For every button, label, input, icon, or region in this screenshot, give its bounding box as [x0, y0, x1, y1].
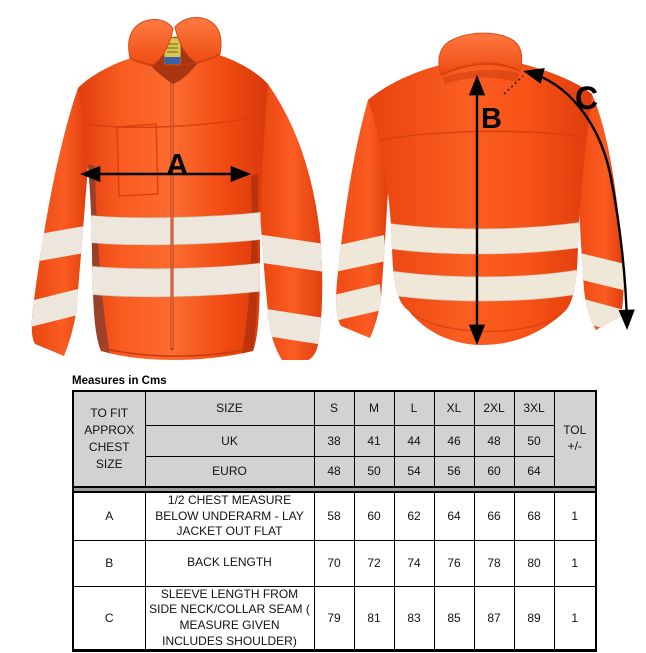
measure-arrow-c	[523, 68, 635, 331]
header-row-size: TO FIT APPROX CHEST SIZE SIZE S M L XL 2…	[72, 390, 597, 488]
back-torso	[368, 62, 592, 345]
uk-value: 48	[473, 424, 515, 457]
measure-label-b: B	[481, 103, 502, 135]
measure-value: 79	[313, 585, 355, 652]
front-left-side-shadow	[86, 164, 110, 353]
size-col-s: S	[313, 390, 355, 426]
front-right-sleeve-bands	[258, 234, 323, 345]
measure-value: 87	[473, 585, 515, 652]
measure-value: 85	[433, 585, 475, 652]
measure-row-b: B BACK LENGTH 70 72 74 76 78 80 1	[72, 539, 597, 587]
front-right-sleeve	[258, 84, 323, 360]
measure-value: 81	[353, 585, 395, 652]
size-table: TO FIT APPROX CHEST SIZE SIZE S M L XL 2…	[72, 390, 597, 653]
measure-tol-b: 1	[553, 539, 597, 587]
measure-row-c: C SLEEVE LENGTH FROM SIDE NECK/COLLAR SE…	[72, 585, 597, 652]
tolerance-sign: +/-	[567, 439, 582, 453]
measure-value: 76	[433, 539, 475, 587]
euro-value: 56	[433, 455, 475, 488]
measure-key-b: B	[72, 539, 146, 587]
size-col-xl: XL	[433, 390, 475, 426]
tolerance-header-cell: TOL +/-	[553, 390, 597, 488]
front-jacket-image: A	[31, 17, 323, 360]
measure-value: 64	[433, 491, 475, 541]
measure-label-a: A	[166, 147, 188, 182]
measure-label-c: C	[575, 80, 598, 116]
measure-desc-b: BACK LENGTH	[144, 539, 315, 587]
measure-value: 58	[313, 491, 355, 541]
back-left-sleeve	[336, 100, 389, 338]
front-left-sleeve	[31, 88, 88, 356]
measure-desc-c: SLEEVE LENGTH FROM SIDE NECK/COLLAR SEAM…	[144, 585, 315, 652]
front-hem-seam	[99, 347, 255, 357]
header-row-euro: EURO 48 50 54 56 60 64	[73, 455, 596, 488]
measure-value: 70	[313, 539, 355, 587]
front-collar	[128, 17, 222, 84]
back-jacket-image: B C	[336, 32, 635, 346]
measure-value: 72	[353, 539, 395, 587]
measure-value: 60	[353, 491, 395, 541]
measure-value: 83	[393, 585, 435, 652]
uk-value: 41	[353, 424, 395, 457]
measure-desc-a: 1/2 CHEST MEASURE BELOW UNDERARM - LAY J…	[144, 491, 315, 541]
uk-value: 50	[513, 424, 555, 457]
collar-dotted-line	[503, 75, 524, 95]
back-collar	[438, 32, 523, 84]
measure-value: 62	[393, 491, 435, 541]
euro-row-label: EURO	[144, 455, 315, 488]
euro-value: 54	[393, 455, 435, 488]
measure-value: 74	[393, 539, 435, 587]
euro-value: 50	[353, 455, 395, 488]
back-left-sleeve-bands	[336, 235, 386, 322]
euro-value: 60	[473, 455, 515, 488]
header-row-uk: UK 38 41 44 46 48 50	[73, 424, 596, 457]
measure-key-a: A	[72, 491, 146, 541]
euro-value: 64	[513, 455, 555, 488]
measure-tol-c: 1	[553, 585, 597, 652]
table-separator	[72, 486, 597, 493]
measure-tol-a: 1	[553, 491, 597, 541]
size-col-m: M	[353, 390, 395, 426]
measure-key-c: C	[72, 585, 146, 652]
measures-note: Measures in Cms	[72, 375, 167, 387]
size-col-3xl: 3XL	[513, 390, 555, 426]
size-row-label: SIZE	[144, 390, 315, 426]
measure-value: 78	[473, 539, 515, 587]
uk-row-label: UK	[144, 424, 315, 457]
measure-value: 66	[473, 491, 515, 541]
measure-value: 80	[513, 539, 555, 587]
euro-value: 48	[313, 455, 355, 488]
uk-value: 44	[393, 424, 435, 457]
uk-value: 46	[433, 424, 475, 457]
uk-value: 38	[313, 424, 355, 457]
measure-value: 89	[513, 585, 555, 652]
measure-value: 68	[513, 491, 555, 541]
measure-row-a: A 1/2 CHEST MEASURE BELOW UNDERARM - LAY…	[72, 491, 597, 541]
table-corner-cell: TO FIT APPROX CHEST SIZE	[72, 390, 146, 488]
tolerance-label: TOL	[563, 423, 587, 438]
size-col-2xl: 2XL	[473, 390, 515, 426]
size-col-l: L	[393, 390, 435, 426]
